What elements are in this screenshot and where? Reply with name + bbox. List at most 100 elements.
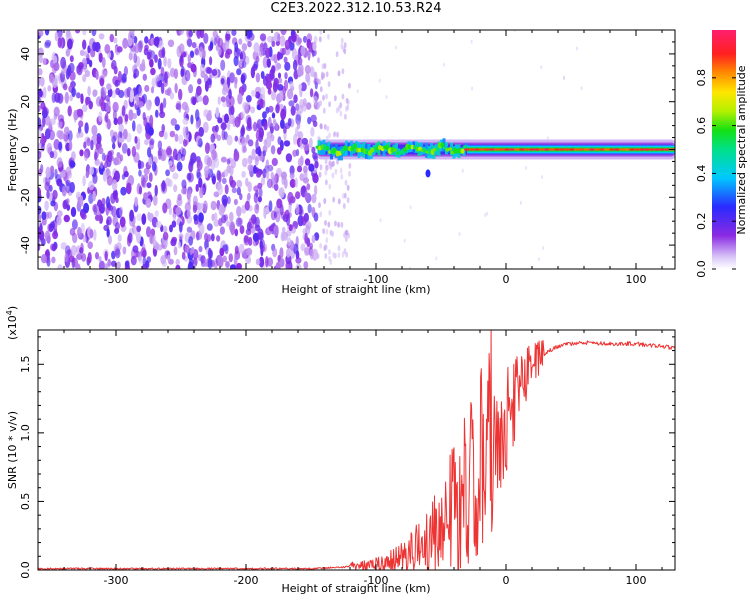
heatmap-cell [157, 58, 162, 70]
heatmap-cell [218, 218, 223, 227]
heatmap-cell [298, 208, 303, 216]
heatmap-cell [101, 57, 106, 68]
heatmap-cell [346, 197, 350, 204]
heatmap-cell [110, 129, 114, 138]
heatmap-cell [328, 183, 332, 190]
heatmap-cell [85, 96, 89, 106]
heatmap-cell [312, 41, 317, 52]
heatmap-cell [186, 209, 191, 219]
heatmap-cell [289, 81, 294, 89]
heatmap-cell [110, 192, 116, 204]
heatmap-cell [332, 160, 335, 167]
heatmap-cell [89, 166, 95, 175]
heatmap-cell [319, 123, 323, 130]
heatmap-cell [226, 158, 231, 165]
heatmap-cell [54, 92, 61, 103]
heatmap-cell [149, 59, 154, 68]
heatmap-cell [167, 254, 171, 262]
heatmap-cell [76, 108, 84, 118]
heatmap-cell [116, 46, 123, 53]
heatmap-cell [278, 77, 283, 84]
heatmap-cell [143, 167, 150, 175]
heatmap-cell [187, 62, 192, 69]
heatmap-cell [90, 139, 94, 151]
heatmap-cell [186, 172, 192, 181]
heatmap-cell [484, 148, 490, 151]
heatmap-cell [192, 97, 197, 106]
heatmap-cell [289, 196, 296, 204]
heatmap-cell [310, 114, 317, 123]
heatmap-cell [576, 46, 578, 51]
heatmap-cell [292, 149, 298, 157]
heatmap-cell [340, 221, 344, 228]
heatmap-cell [54, 61, 60, 71]
heatmap-cell [81, 213, 87, 220]
heatmap-cell [203, 258, 209, 268]
heatmap-cell [237, 93, 243, 105]
heatmap-cell [229, 72, 235, 84]
heatmap-cell [448, 147, 452, 151]
heatmap-cell [288, 204, 292, 214]
heatmap-cell [162, 225, 168, 233]
x-tick-label: 100 [626, 273, 647, 286]
heatmap-cell [324, 253, 328, 259]
heatmap-cell [334, 220, 337, 227]
heatmap-cell [184, 105, 190, 114]
heatmap-cell [203, 32, 209, 44]
heatmap-cell [99, 77, 105, 87]
heatmap-cell [213, 191, 220, 198]
heatmap-cell [287, 88, 294, 100]
heatmap-cell [136, 225, 142, 233]
heatmap-cell [259, 238, 265, 249]
heatmap-cell [283, 125, 287, 134]
heatmap-cell [259, 33, 267, 41]
colorbar-label: Normalized spectral amplitude [735, 65, 748, 234]
heatmap-cell [221, 194, 228, 206]
heatmap-cell [277, 72, 282, 79]
heatmap-cell [307, 116, 312, 125]
heatmap-cell [75, 30, 81, 34]
heatmap-cell [291, 47, 298, 60]
heatmap-cell [277, 147, 282, 155]
heatmap-cell [119, 206, 123, 217]
heatmap-cell [248, 217, 255, 230]
heatmap-cell [345, 97, 349, 104]
heatmap-cell [293, 243, 299, 255]
heatmap-cell [75, 263, 81, 269]
heatmap-cell [304, 232, 308, 244]
y-tick-label: 0.0 [19, 561, 32, 579]
heatmap-cell [306, 183, 311, 191]
heatmap-cell [135, 142, 139, 150]
heatmap-cell [285, 230, 292, 237]
heatmap-cell [173, 184, 178, 193]
heatmap-cell [161, 47, 166, 58]
heatmap-cell [108, 234, 112, 245]
heatmap-cell [160, 82, 165, 95]
heatmap-cell [138, 169, 142, 177]
heatmap-cell [181, 251, 186, 260]
heatmap-cell [211, 69, 218, 76]
heatmap-cell [324, 244, 328, 251]
heatmap-cell [141, 59, 146, 71]
heatmap-cell [67, 65, 72, 77]
heatmap-cell [198, 245, 203, 253]
heatmap-cell [279, 258, 285, 268]
heatmap-cell [118, 136, 125, 143]
heatmap-cell [295, 203, 300, 215]
heatmap-cell [188, 236, 194, 246]
heatmap-cell [80, 242, 84, 254]
heatmap-cell [268, 200, 273, 213]
heatmap-cell [104, 250, 108, 261]
heatmap-cell [139, 161, 145, 169]
heatmap-cell [38, 89, 43, 98]
heatmap-cell [76, 92, 81, 99]
heatmap-cell [163, 71, 168, 84]
heatmap-cell [344, 113, 347, 120]
heatmap-cell [199, 223, 205, 235]
heatmap-cell [584, 148, 590, 151]
heatmap-cell [341, 68, 345, 75]
heatmap-cell [95, 70, 99, 80]
heatmap-cell [299, 173, 305, 182]
heatmap-cell [50, 200, 56, 207]
